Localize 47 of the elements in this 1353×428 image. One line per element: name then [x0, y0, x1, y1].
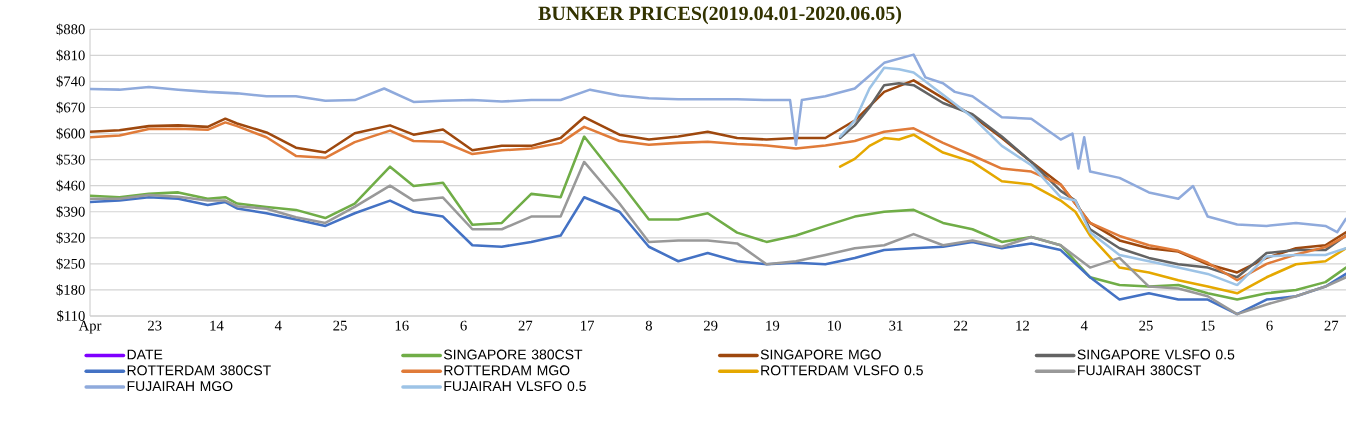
- y-tick-label: $530: [56, 153, 85, 166]
- y-tick-label: $180: [56, 284, 85, 296]
- x-tick-label: 6: [1266, 320, 1273, 331]
- x-tick-label: 23: [148, 320, 162, 331]
- legend-label: ROTTERDAM 380CST: [127, 365, 271, 376]
- line-series: [838, 133, 1346, 295]
- x-tick-label: 17: [581, 320, 595, 331]
- legend-label: SINGAPORE 380CST: [443, 349, 583, 360]
- y-tick-label: $600: [56, 127, 85, 140]
- x-tick-label: 19: [766, 320, 780, 331]
- y-tick-label: $390: [56, 205, 85, 218]
- x-tick-label: 27: [1324, 320, 1339, 331]
- y-tick-label: $250: [56, 258, 85, 270]
- legend-label: SINGAPORE MGO: [760, 349, 881, 360]
- x-tick-label: 15: [1201, 320, 1215, 331]
- legend-label: FUJAIRAH 380CST: [1078, 365, 1202, 376]
- y-tick-label: $670: [56, 101, 85, 114]
- y-tick-label: $880: [56, 23, 85, 36]
- legend-label: SINGAPORE VLSFO 0.5: [1077, 349, 1235, 360]
- x-tick-label: 14: [210, 320, 224, 331]
- y-tick-label: $320: [56, 231, 85, 244]
- legend-label: FUJAIRAH VLSFO 0.5: [444, 381, 586, 392]
- x-tick-label: 25: [1139, 320, 1153, 331]
- x-tick-label: 27: [518, 320, 533, 331]
- y-tick-label: $110: [57, 310, 85, 322]
- legend-label: DATE: [127, 349, 163, 360]
- x-tick-label: 31: [889, 320, 903, 331]
- y-tick-label: $810: [56, 49, 85, 62]
- x-tick-label: 6: [460, 320, 467, 331]
- x-tick-label: 16: [395, 320, 409, 331]
- legend-label: FUJAIRAH MGO: [127, 381, 233, 392]
- y-tick-label: $740: [56, 75, 85, 88]
- x-tick-label: 10: [828, 320, 841, 331]
- line-series: [90, 121, 1346, 282]
- line-series: [90, 135, 1346, 301]
- legend-label: ROTTERDAM MGO: [444, 365, 570, 376]
- x-tick-label: 25: [333, 320, 347, 331]
- legend-label: ROTTERDAM VLSFO 0.5: [761, 365, 923, 376]
- x-tick-label: 4: [274, 320, 282, 331]
- y-tick-label: $460: [56, 179, 85, 192]
- x-tick-label: 12: [1016, 320, 1029, 331]
- x-tick-label: 29: [703, 320, 718, 331]
- x-tick-label: 8: [645, 320, 652, 331]
- x-tick-label: 22: [953, 320, 968, 331]
- chart-title: BUNKER PRICES(2019.04.01-2020.06.05): [538, 6, 902, 25]
- x-tick-label: 4: [1080, 320, 1088, 331]
- x-tick-label: Apr: [78, 320, 102, 334]
